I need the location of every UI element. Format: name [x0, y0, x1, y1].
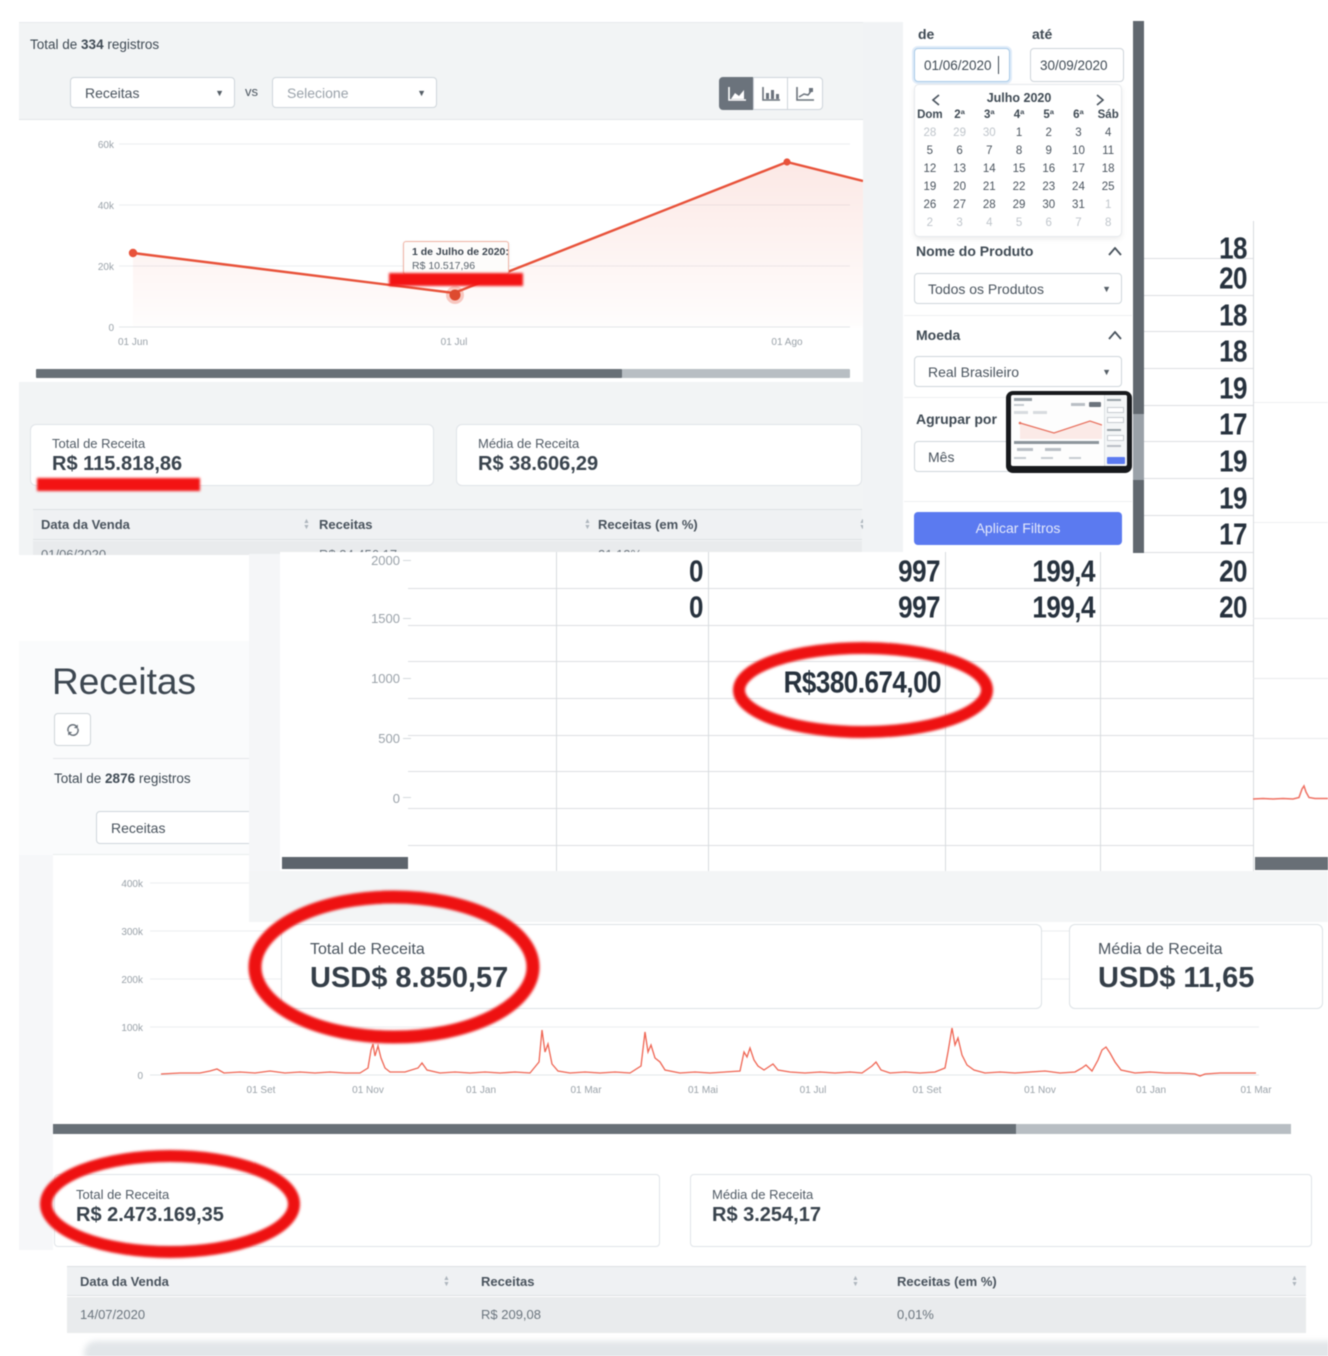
- svg-text:20k: 20k: [98, 262, 115, 273]
- svg-text:60k: 60k: [98, 140, 115, 151]
- svg-text:200k: 200k: [121, 975, 144, 986]
- svg-text:01 Nov: 01 Nov: [1024, 1085, 1056, 1096]
- svg-text:0: 0: [137, 1071, 143, 1082]
- svg-text:400k: 400k: [121, 879, 144, 890]
- svg-text:300k: 300k: [121, 927, 144, 938]
- svg-text:100k: 100k: [121, 1023, 144, 1034]
- svg-text:01 Mai: 01 Mai: [688, 1085, 718, 1096]
- svg-text:01 Jul: 01 Jul: [800, 1085, 827, 1096]
- svg-text:01 Jan: 01 Jan: [466, 1085, 496, 1096]
- svg-text:01 Mar: 01 Mar: [570, 1085, 602, 1096]
- svg-text:01 Jan: 01 Jan: [1136, 1085, 1166, 1096]
- svg-text:01 Set: 01 Set: [247, 1085, 276, 1096]
- svg-text:01 Nov: 01 Nov: [352, 1085, 384, 1096]
- svg-text:40k: 40k: [98, 201, 115, 212]
- svg-text:01 Jun: 01 Jun: [118, 337, 148, 348]
- svg-text:01 Set: 01 Set: [913, 1085, 942, 1096]
- svg-text:01 Mar: 01 Mar: [1240, 1085, 1272, 1096]
- svg-text:01 Ago: 01 Ago: [771, 337, 803, 348]
- svg-text:0: 0: [108, 323, 114, 334]
- svg-text:01 Jul: 01 Jul: [441, 337, 468, 348]
